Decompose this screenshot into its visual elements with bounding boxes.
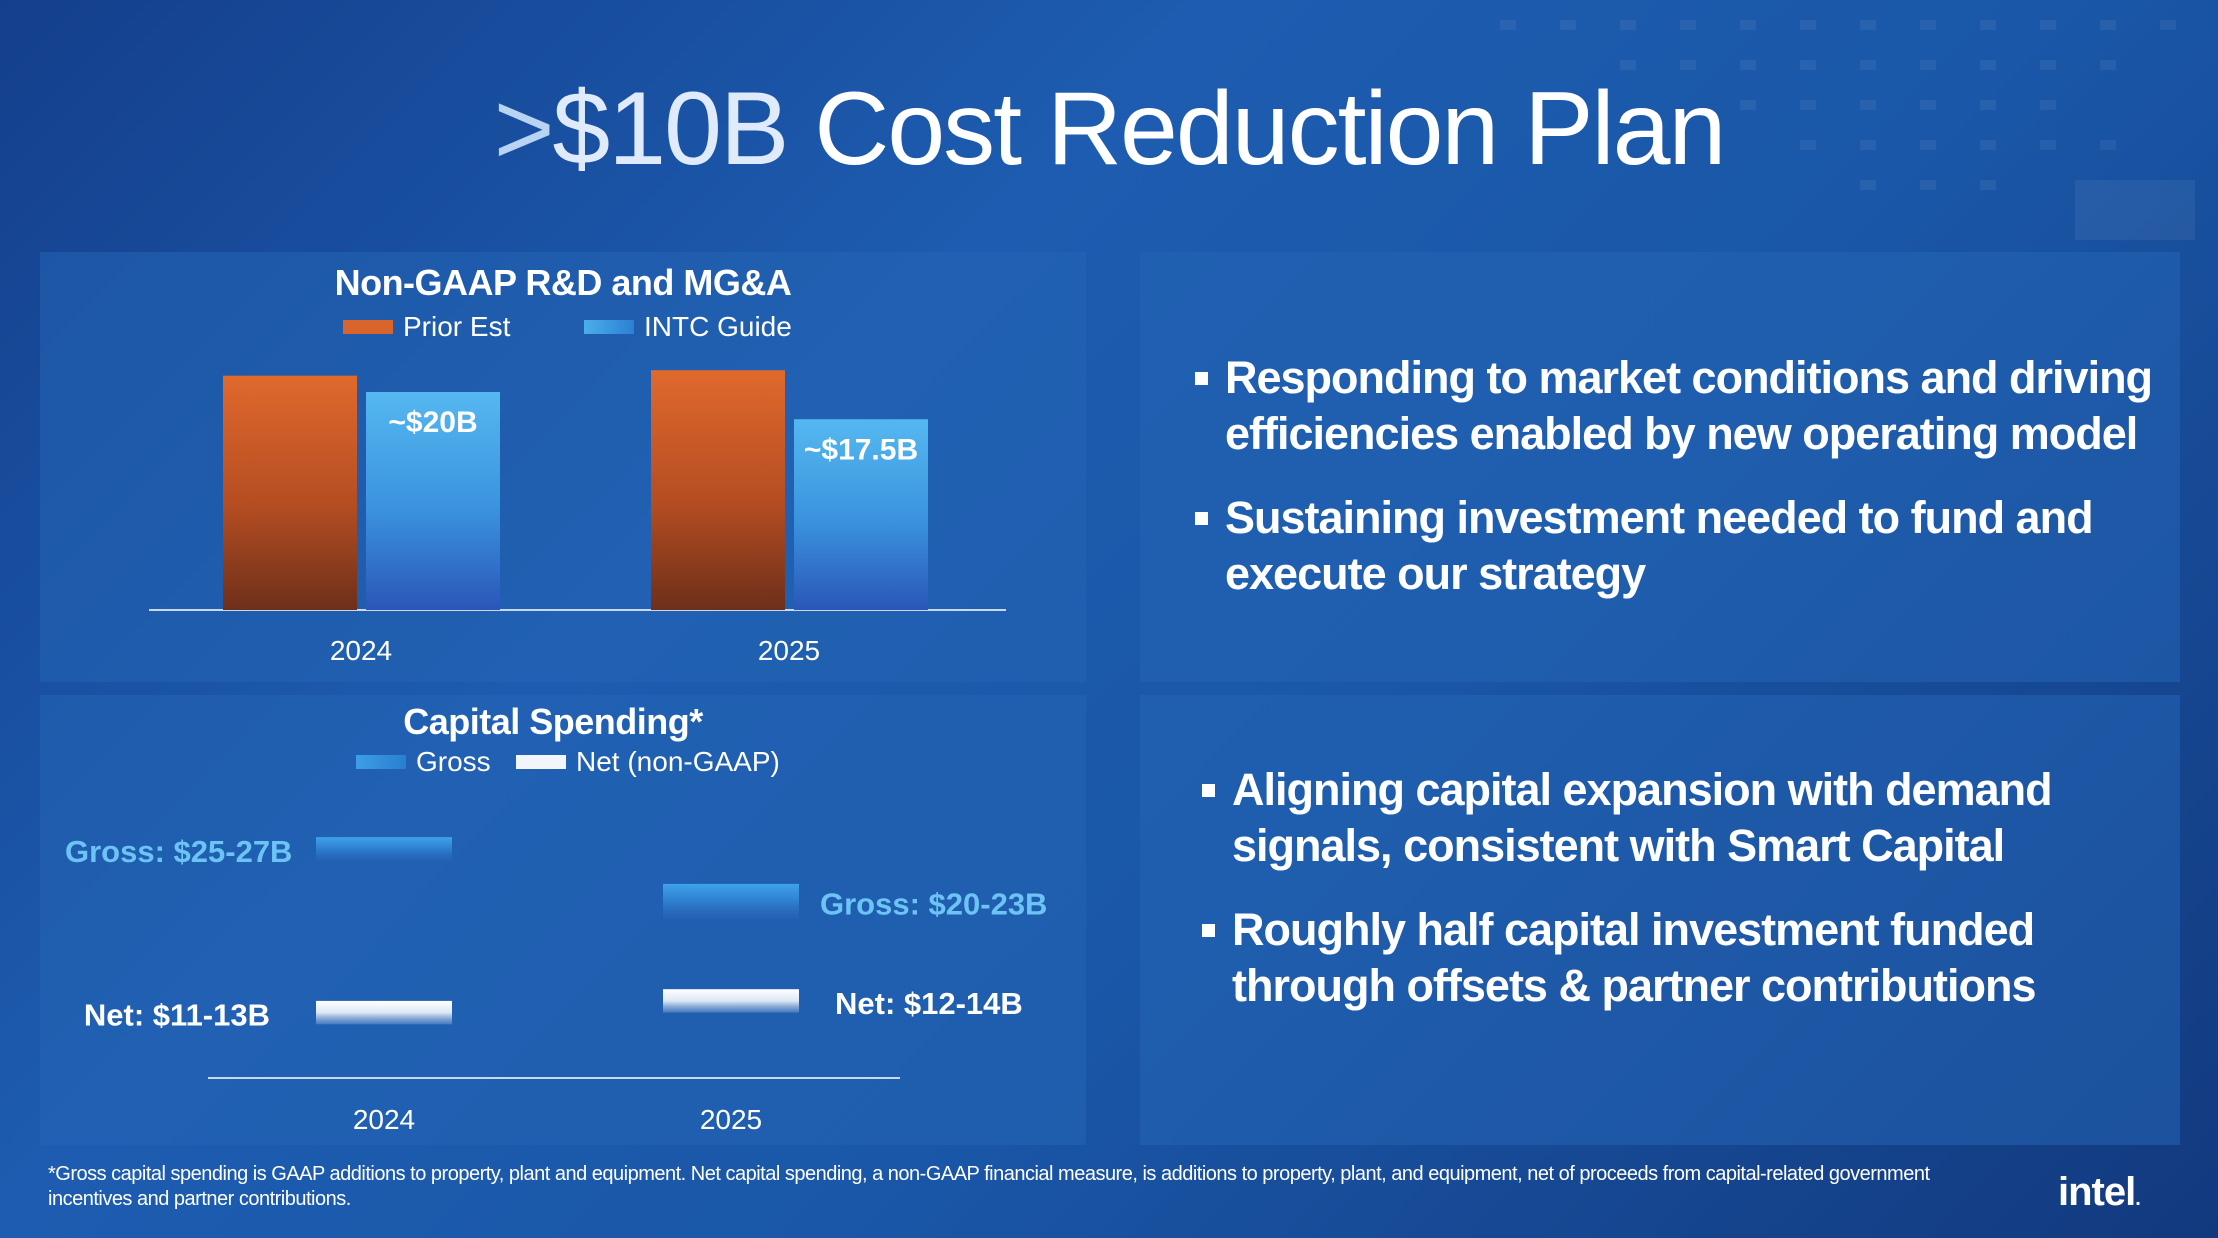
rd-mga-bar [651, 370, 785, 610]
capital-data-label: Gross: $20-23B [820, 886, 1047, 921]
strategy-bullet-list: Responding to market conditions and driv… [1195, 350, 2155, 630]
net-swatch [516, 755, 566, 769]
capital-tick-label: 2024 [353, 1104, 415, 1135]
capital-chart-title: Capital Spending* [403, 701, 703, 742]
bullet-item: Roughly half capital investment funded t… [1202, 902, 2132, 1014]
capital-legend-gross: Gross [356, 746, 491, 778]
prior-est-swatch [343, 320, 393, 334]
net-legend-label: Net (non-GAAP) [576, 746, 780, 777]
capital-range-bar [316, 837, 452, 861]
bullet-text: Responding to market conditions and driv… [1225, 352, 2153, 459]
capital-spending-chart: Gross: $25-27B Net: $11-13B 2024 Gross: $20… [65, 834, 1047, 1135]
logo-text: intel [2058, 1170, 2136, 1214]
rd-mga-legend-guide: INTC Guide [584, 311, 792, 343]
capital-bullets-panel: Aligning capital expansion with demand s… [1140, 695, 2180, 1145]
rd-mga-legend-prior: Prior Est [343, 311, 510, 343]
rd-mga-bar [223, 375, 357, 610]
gross-legend-label: Gross [416, 746, 491, 777]
capital-data-label: Gross: $25-27B [65, 834, 292, 869]
gross-swatch [356, 755, 406, 769]
capital-data-label: Net: $11-13B [84, 998, 270, 1033]
capital-legend-net: Net (non-GAAP) [516, 746, 780, 778]
capital-range-bar [663, 883, 799, 919]
intel-logo: intel. [2058, 1170, 2141, 1215]
strategy-bullets-panel: Responding to market conditions and driv… [1140, 252, 2180, 682]
capital-range-bar [316, 1000, 452, 1025]
bullet-item: Sustaining investment needed to fund and… [1195, 490, 2155, 602]
capital-range-bar [663, 989, 799, 1013]
bullet-text: Roughly half capital investment funded t… [1232, 904, 2036, 1011]
rd-mga-bar [366, 392, 500, 610]
capital-bullet-list: Aligning capital expansion with demand s… [1202, 762, 2132, 1042]
bullet-square-icon [1202, 784, 1215, 797]
prior-est-legend-label: Prior Est [403, 311, 511, 342]
title-amount: $10B [552, 71, 789, 187]
capital-data-label: Net: $12-14B [835, 986, 1023, 1021]
rd-mga-data-label: ~$20B [388, 406, 477, 439]
title-rest: Cost Reduction Plan [787, 71, 1726, 187]
rd-mga-tick-label: 2024 [330, 635, 392, 666]
bullet-text: Aligning capital expansion with demand s… [1232, 764, 2053, 871]
capital-spending-panel: Capital Spending* Gross Net (non-GAAP) G… [40, 695, 1086, 1145]
capital-tick-label: 2025 [700, 1104, 762, 1135]
bullet-item: Aligning capital expansion with demand s… [1202, 762, 2132, 874]
rd-mga-chart-title: Non-GAAP R&D and MG&A [334, 262, 792, 303]
rd-mga-bar [794, 419, 928, 610]
intc-guide-swatch [584, 320, 634, 334]
slide-title: >$10B Cost Reduction Plan [0, 70, 2218, 189]
bullet-item: Responding to market conditions and driv… [1195, 350, 2155, 462]
rd-mga-panel: Non-GAAP R&D and MG&A Prior Est INTC Gui… [40, 252, 1086, 682]
bullet-square-icon [1195, 512, 1208, 525]
bullet-square-icon [1202, 924, 1215, 937]
rd-mga-tick-label: 2025 [758, 635, 820, 666]
rd-mga-chart: ~$20B 2024 ~$17.5B 2025 [149, 370, 1006, 666]
logo-dot: . [2135, 1188, 2140, 1210]
bullet-text: Sustaining investment needed to fund and… [1225, 492, 2094, 599]
footnote: *Gross capital spending is GAAP addition… [48, 1163, 1930, 1210]
title-prefix: > [493, 71, 555, 187]
rd-mga-data-label: ~$17.5B [804, 433, 918, 466]
intc-guide-legend-label: INTC Guide [644, 311, 792, 342]
bullet-square-icon [1195, 372, 1208, 385]
